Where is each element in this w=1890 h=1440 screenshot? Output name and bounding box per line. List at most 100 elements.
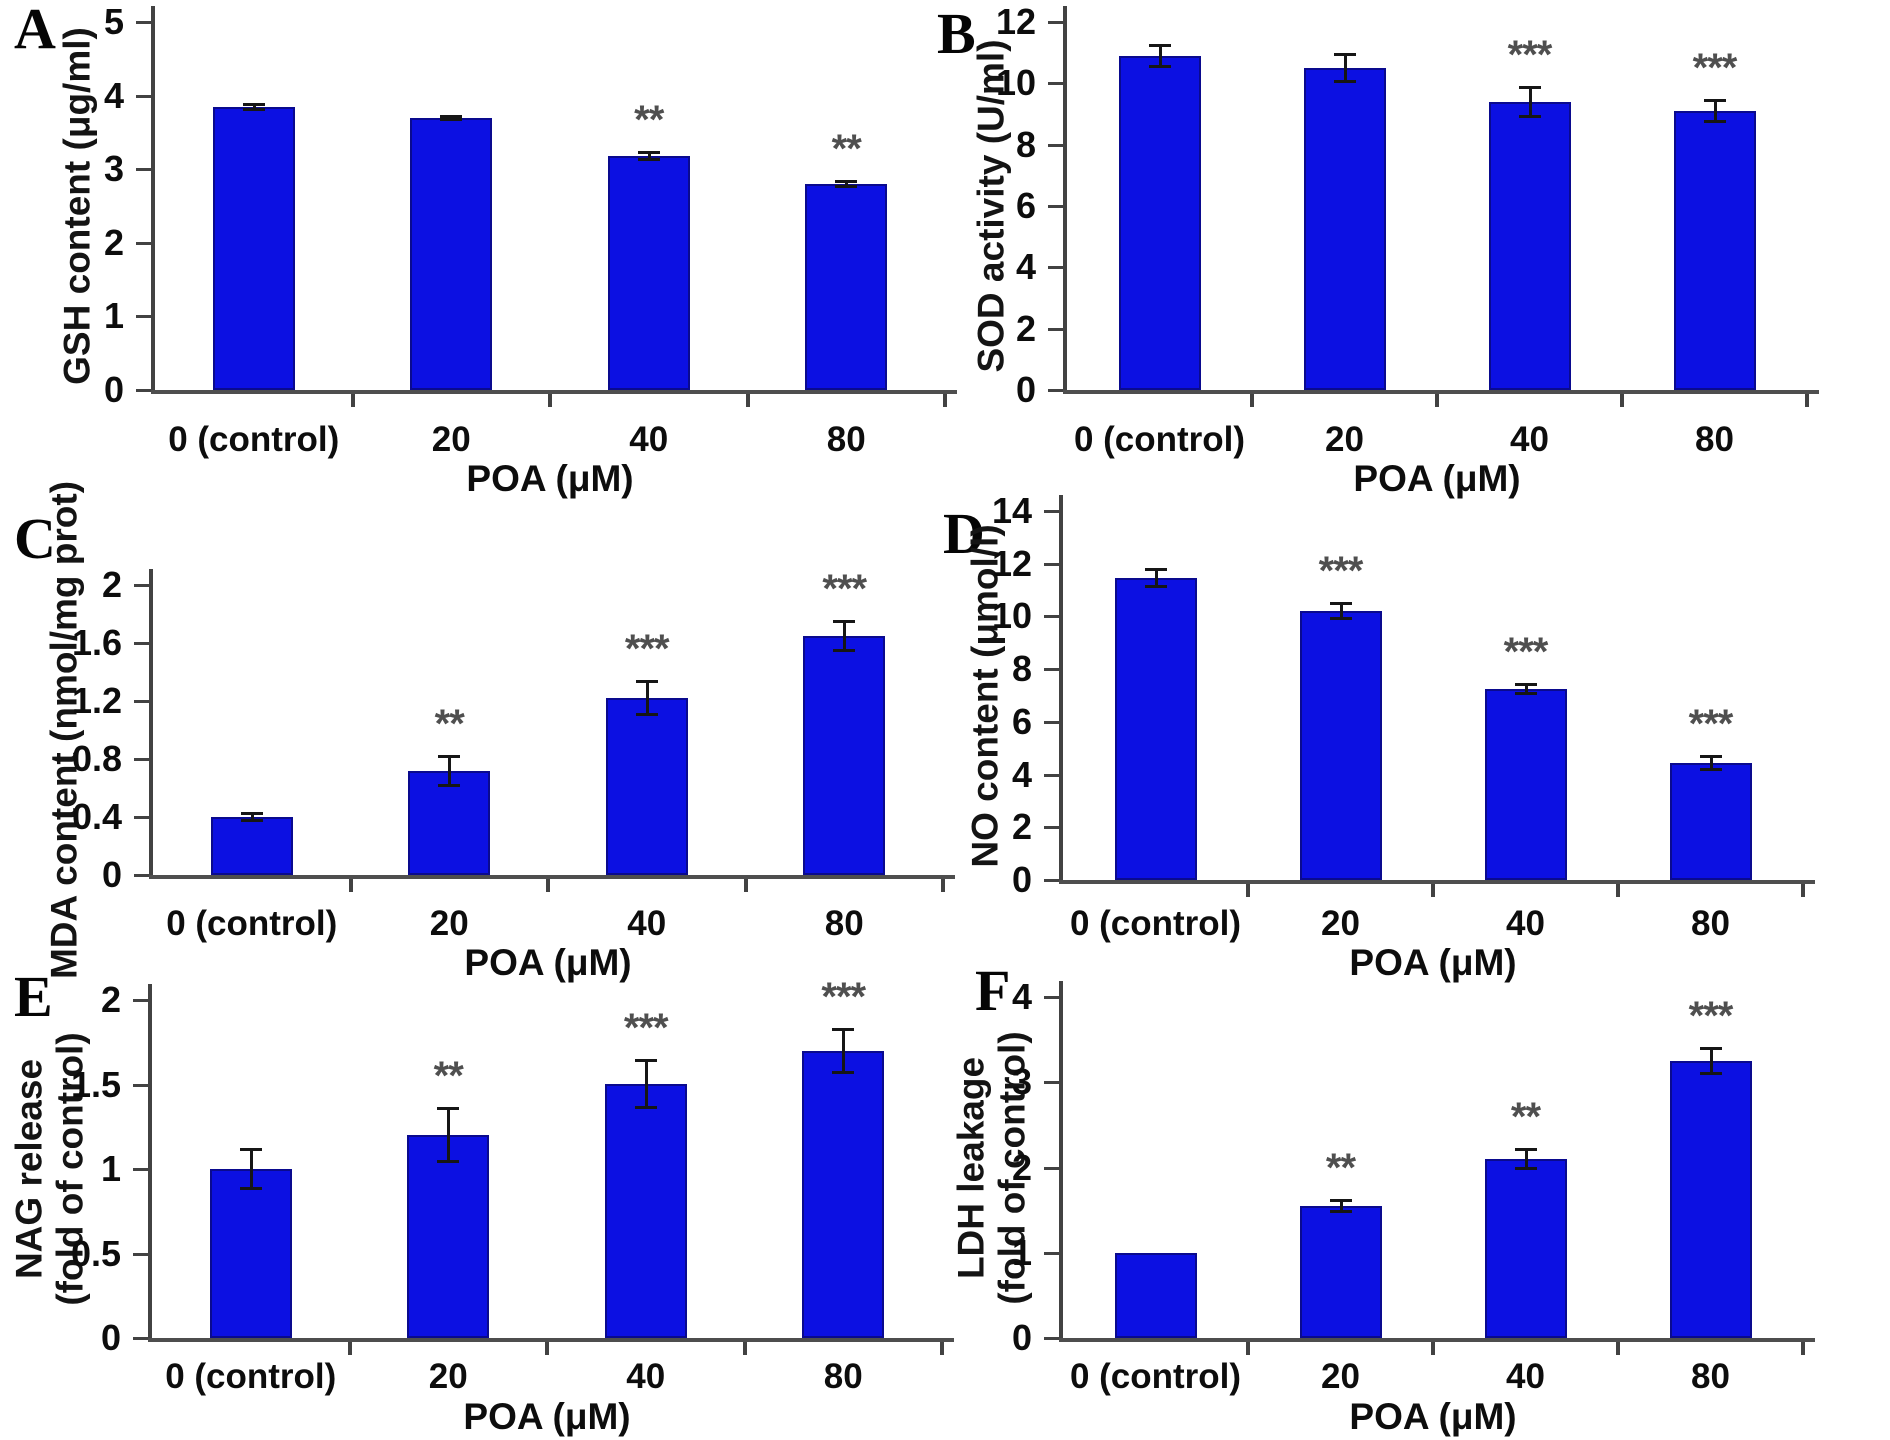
y-tick-label: 1.2: [71, 680, 122, 721]
y-tick-mark: [1044, 826, 1059, 829]
x-axis-label: POA (μM): [466, 458, 634, 499]
error-bar-cap-top: [1329, 602, 1352, 605]
y-tick-label: 10: [991, 595, 1032, 636]
y-tick-mark: [134, 758, 149, 761]
error-bar-cap-top: [1514, 1148, 1537, 1151]
y-tick-mark: [134, 584, 149, 587]
x-tick-label: 20: [1325, 420, 1364, 459]
y-tick-mark: [1048, 205, 1063, 208]
x-tick-label: 0 (control): [168, 420, 340, 459]
error-bar-cap-bottom: [1329, 617, 1352, 620]
panel-letter-B: B: [937, 1, 976, 66]
y-tick-mark: [1048, 21, 1063, 24]
error-bar-cap-top: [242, 103, 265, 106]
error-bar-cap-bottom: [242, 108, 265, 111]
y-axis-label: MDA content (nmol/mg prot): [43, 481, 84, 979]
y-tick-label: 8: [1015, 124, 1036, 165]
x-tick-mark: [1620, 394, 1624, 407]
y-tick-label: 2: [100, 979, 121, 1020]
y-tick-label: 4: [1011, 976, 1032, 1017]
significance-stars: **: [1325, 1146, 1356, 1190]
error-bar-cap-top: [1699, 755, 1722, 758]
x-axis-line: [1063, 390, 1819, 394]
significance-stars: ***: [1692, 46, 1738, 90]
x-axis-line: [149, 875, 955, 879]
error-bar-cap-top: [637, 151, 660, 154]
y-tick-mark: [133, 1337, 148, 1340]
y-tick-mark: [134, 874, 149, 877]
x-tick-label: 80: [823, 1357, 863, 1396]
error-bar: [1339, 1200, 1343, 1212]
significance-stars: ***: [624, 627, 670, 671]
y-tick-label: 0: [101, 854, 122, 895]
x-tick-mark: [348, 879, 353, 892]
y-tick-mark: [1044, 1167, 1059, 1170]
x-tick-mark: [743, 879, 748, 892]
error-bar: [644, 1060, 648, 1108]
y-tick-label: 0: [1011, 859, 1032, 900]
significance-stars: **: [831, 127, 862, 171]
x-tick-label: 20: [429, 904, 469, 943]
x-tick-label: 40: [626, 1357, 666, 1396]
y-tick-label: 5: [103, 1, 124, 42]
x-tick-label: 20: [1321, 1357, 1360, 1396]
y-tick-label: 10: [995, 62, 1036, 103]
x-tick-label: 0 (control): [165, 1357, 337, 1396]
x-tick-mark: [1616, 1342, 1620, 1355]
error-bar: [1524, 684, 1528, 694]
error-bar-cap-bottom: [240, 819, 263, 822]
significance-stars: ***: [1507, 33, 1553, 77]
y-tick-label: 8: [1011, 648, 1032, 689]
y-tick-mark: [136, 242, 151, 245]
y-tick-mark: [1044, 721, 1059, 724]
y-tick-label: 4: [1015, 246, 1036, 287]
y-tick-mark: [1044, 774, 1059, 777]
bar-F-0 (control): [1114, 1253, 1197, 1338]
y-tick-label: 6: [1015, 185, 1036, 226]
significance-stars: ***: [821, 975, 866, 1019]
x-tick-mark: [940, 1342, 944, 1355]
error-bar: [842, 1029, 846, 1073]
y-tick-label: 0.5: [70, 1233, 121, 1274]
y-tick-label: 4: [1011, 754, 1032, 795]
y-tick-mark: [1048, 144, 1063, 147]
error-bar: [1154, 569, 1158, 587]
error-bar: [845, 181, 849, 187]
x-tick-mark: [545, 1342, 549, 1355]
y-tick-label: 14: [991, 490, 1032, 531]
x-tick-label: 0 (control): [1073, 420, 1246, 459]
panel-letter-E: E: [14, 964, 53, 1029]
error-bar: [843, 621, 847, 651]
y-axis-line: [151, 6, 155, 394]
x-tick-label: 20: [1321, 904, 1360, 943]
bar-E-80: [802, 1051, 885, 1338]
error-bar: [1524, 1149, 1528, 1169]
y-tick-mark: [133, 1084, 148, 1087]
error-bar-cap-top: [833, 620, 856, 623]
error-bar: [1709, 1048, 1713, 1074]
y-tick-mark: [134, 816, 149, 819]
x-tick-label: 40: [627, 904, 667, 943]
significance-stars: ***: [1688, 994, 1734, 1038]
x-tick-mark: [1246, 1342, 1250, 1355]
bar-F-20: [1299, 1206, 1382, 1338]
error-bar: [249, 1149, 253, 1189]
bar-D-40: [1484, 689, 1567, 880]
bar-A-80: [805, 184, 888, 390]
y-tick-label: 3: [1011, 1061, 1032, 1102]
y-tick-mark: [1048, 82, 1063, 85]
x-tick-label: 20: [428, 1357, 468, 1396]
y-tick-label: 1.5: [70, 1064, 121, 1105]
y-tick-mark: [134, 642, 149, 645]
error-bar-cap-bottom: [634, 1106, 657, 1109]
y-tick-mark: [134, 700, 149, 703]
y-axis-line: [1059, 495, 1063, 884]
x-tick-mark: [943, 394, 947, 407]
y-tick-label: 1: [100, 1148, 121, 1189]
y-tick-mark: [136, 315, 151, 318]
error-bar-cap-top: [440, 115, 463, 118]
x-tick-label: 40: [1506, 904, 1545, 943]
x-axis-label: POA (μM): [1349, 1396, 1517, 1437]
panel-E: E NAG release (fold of control) 0 0.5 1 1.5 2 0 …: [0, 960, 954, 1440]
bar-E-40: [604, 1084, 687, 1338]
